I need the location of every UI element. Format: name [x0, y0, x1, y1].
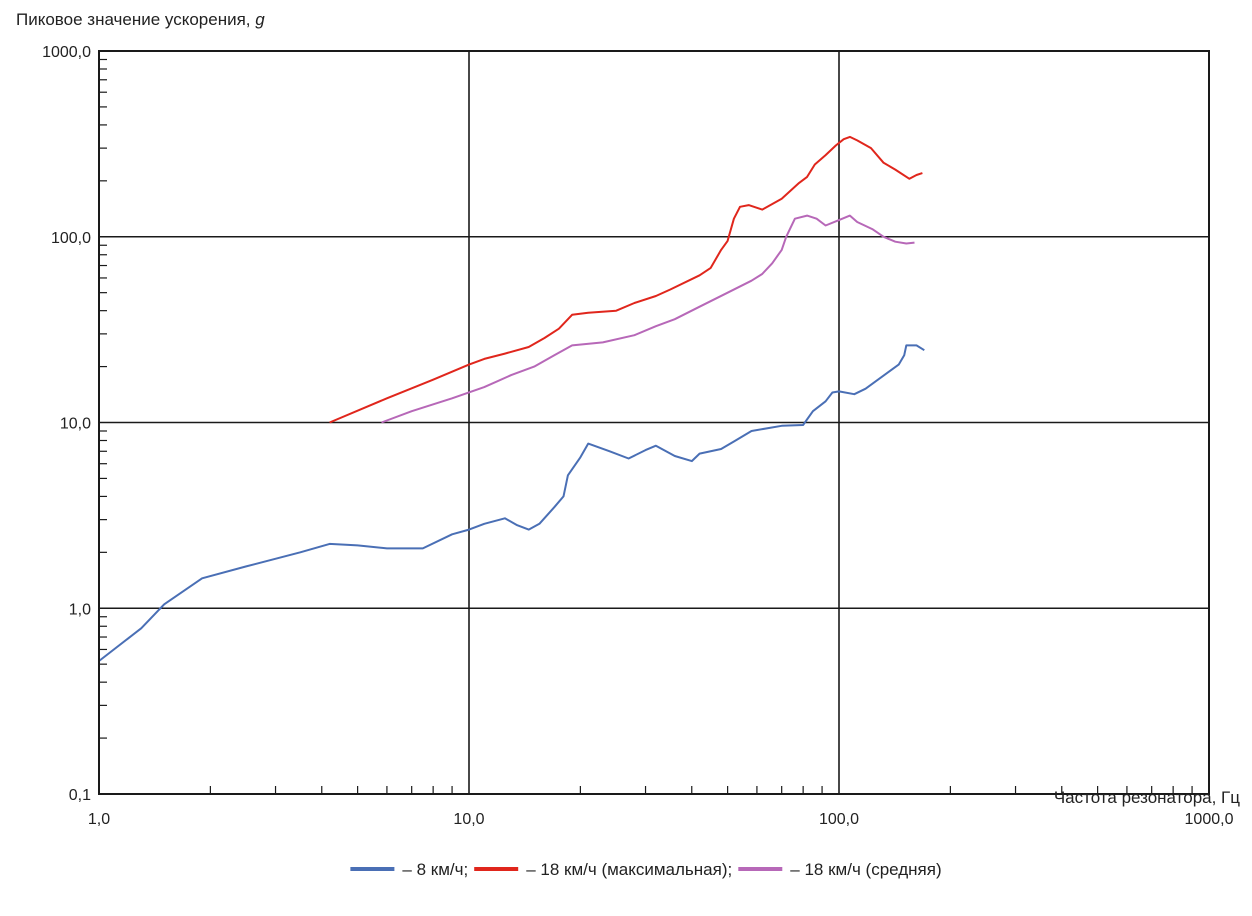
legend: – 8 км/ч; – 18 км/ч (максимальная); – 18 к… — [350, 860, 942, 879]
legend-item-2: – 18 км/ч (средняя) — [738, 860, 942, 879]
x-tick-label: 1000,0 — [1185, 811, 1234, 828]
grid — [99, 51, 1209, 794]
y-tick-label: 1000,0 — [42, 44, 91, 61]
legend-label: – 18 км/ч (средняя) — [790, 860, 941, 879]
series-line-2 — [381, 214, 915, 424]
x-tick-label: 100,0 — [819, 811, 859, 828]
legend-item-0: – 8 км/ч; — [350, 860, 468, 879]
y-tick-label: 0,1 — [69, 787, 91, 804]
legend-item-1: – 18 км/ч (максимальная); — [474, 860, 732, 879]
tick-labels: 1,0 10,0 100,0 1000,0 0,1 1,0 10,0 100,0 1000,0 — [42, 44, 1234, 828]
x-axis-title: Частота резонатора, Гц — [1054, 788, 1240, 807]
tick-marks — [99, 58, 1193, 794]
y-axis-title: Пиковое значение ускорения, g — [16, 10, 265, 29]
plot-frame — [98, 50, 1210, 795]
legend-label: – 18 км/ч (максимальная); — [526, 860, 732, 879]
y-tick-label: 100,0 — [51, 230, 91, 247]
y-tick-label: 10,0 — [60, 416, 91, 433]
series-line-1 — [329, 135, 923, 424]
series-line-0 — [98, 344, 925, 662]
x-tick-label: 10,0 — [453, 811, 484, 828]
legend-label: – 8 км/ч; — [402, 860, 468, 879]
series-layer — [98, 135, 925, 662]
x-tick-label: 1,0 — [88, 811, 110, 828]
y-tick-label: 1,0 — [69, 601, 91, 618]
